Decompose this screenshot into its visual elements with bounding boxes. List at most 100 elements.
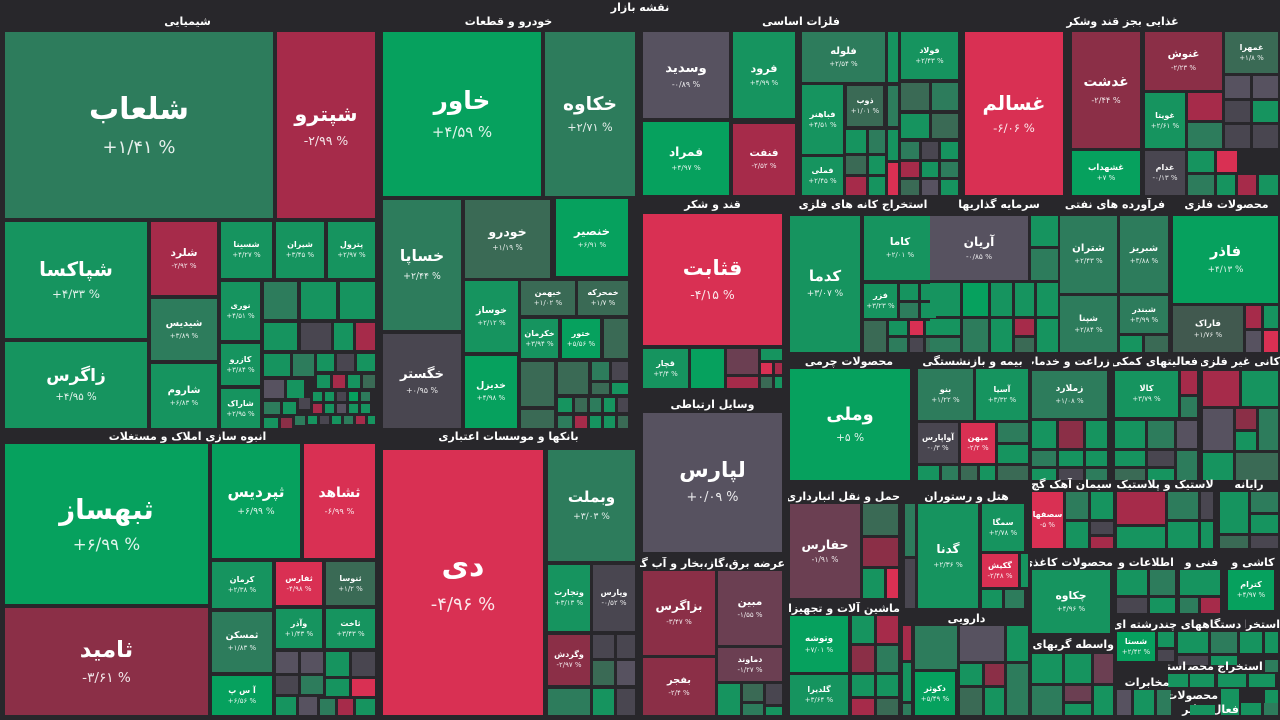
treemap-tile-small[interactable] <box>301 282 336 319</box>
treemap-tile-small[interactable] <box>900 284 918 300</box>
treemap-tile[interactable]: کدما +۳/۰۷ % <box>790 216 860 352</box>
treemap-tile-small[interactable] <box>1086 451 1107 466</box>
treemap-tile-small[interactable] <box>325 392 334 401</box>
treemap-tile[interactable]: وسدید -۰/۸۹ % <box>643 32 729 118</box>
treemap-tile[interactable]: شیدیس +۳/۸۹ % <box>151 299 217 360</box>
treemap-tile-small[interactable] <box>930 319 960 335</box>
treemap-tile-small[interactable] <box>1117 598 1147 613</box>
treemap-tile-small[interactable] <box>349 392 358 401</box>
treemap-tile-small[interactable] <box>1259 409 1278 450</box>
treemap-tile[interactable]: وبملت +۳/۰۳ % <box>548 450 635 561</box>
treemap-tile-small[interactable] <box>1059 451 1083 466</box>
treemap-tile-small[interactable] <box>352 652 375 676</box>
treemap-tile-small[interactable] <box>918 466 939 480</box>
treemap-tile-small[interactable] <box>320 416 329 424</box>
treemap-tile-small[interactable] <box>1188 93 1222 120</box>
treemap-tile-small[interactable] <box>1178 632 1208 653</box>
treemap-tile-small[interactable] <box>320 699 335 715</box>
treemap-tile-small[interactable] <box>593 689 614 715</box>
treemap-tile[interactable]: خاور +۴/۵۹ % <box>383 32 541 196</box>
treemap-tile-small[interactable] <box>334 323 353 350</box>
treemap-tile-small[interactable] <box>617 689 635 715</box>
treemap-tile[interactable]: خکرمان +۳/۹۴ % <box>521 319 558 358</box>
treemap-tile-small[interactable] <box>761 377 772 388</box>
treemap-tile-small[interactable] <box>877 699 898 715</box>
treemap-tile[interactable]: دی -۴/۹۶ % <box>383 450 543 715</box>
treemap-tile-small[interactable] <box>1031 216 1058 246</box>
treemap-tile[interactable]: بفجر -۲/۴ % <box>643 658 715 715</box>
treemap-tile[interactable]: وگردش -۲/۹۷ % <box>548 635 590 685</box>
treemap-tile-small[interactable] <box>356 323 375 350</box>
treemap-tile[interactable]: خگستر +۰/۹۵ % <box>383 334 461 428</box>
treemap-tile[interactable]: غدشت -۲/۴۴ % <box>1072 32 1140 148</box>
treemap-tile-small[interactable] <box>1177 421 1197 448</box>
treemap-tile[interactable]: غمهرا +۱/۸ % <box>1225 32 1278 73</box>
treemap-tile-small[interactable] <box>932 114 958 138</box>
treemap-tile[interactable]: خبهمن +۱/۰۲ % <box>521 281 575 315</box>
treemap-tile-small[interactable] <box>1201 598 1220 613</box>
treemap-tile-small[interactable] <box>356 416 365 424</box>
treemap-tile-small[interactable] <box>1032 686 1062 715</box>
treemap-tile-small[interactable] <box>1145 336 1168 352</box>
treemap-tile-small[interactable] <box>991 283 1012 316</box>
treemap-tile[interactable]: شبریز +۳/۸۸ % <box>1120 216 1168 293</box>
treemap-tile-small[interactable] <box>618 398 628 412</box>
treemap-tile-small[interactable] <box>852 616 874 643</box>
treemap-tile-small[interactable] <box>1091 492 1113 519</box>
treemap-tile-small[interactable] <box>863 538 898 566</box>
treemap-tile-small[interactable] <box>1032 469 1056 480</box>
treemap-tile-small[interactable] <box>1021 554 1028 587</box>
treemap-tile-small[interactable] <box>888 86 898 126</box>
treemap-tile[interactable]: گکیش -۲/۴۸ % <box>982 554 1018 587</box>
treemap-tile-small[interactable] <box>1178 656 1208 665</box>
treemap-tile[interactable]: کرمان +۲/۳۸ % <box>212 562 272 608</box>
treemap-tile-small[interactable] <box>869 156 885 174</box>
treemap-tile-small[interactable] <box>922 142 938 159</box>
treemap-tile-small[interactable] <box>1134 690 1154 715</box>
treemap-tile-small[interactable] <box>1032 421 1056 448</box>
treemap-tile[interactable]: فملی +۲/۴۵ % <box>802 157 843 195</box>
treemap-tile[interactable]: قچار +۳/۴ % <box>643 349 688 388</box>
treemap-tile[interactable]: شتران +۲/۴۳ % <box>1060 216 1117 293</box>
treemap-tile[interactable]: زملارد +۱/۰۸ % <box>1032 371 1107 418</box>
treemap-tile-small[interactable] <box>612 362 628 380</box>
treemap-tile-small[interactable] <box>1241 703 1261 715</box>
treemap-tile[interactable]: فاذر +۴/۱۳ % <box>1173 216 1278 303</box>
treemap-tile-small[interactable] <box>1221 689 1239 715</box>
treemap-tile[interactable]: شسینا +۴/۲۷ % <box>221 222 272 278</box>
treemap-tile-small[interactable] <box>1211 656 1237 665</box>
treemap-tile-small[interactable] <box>775 363 782 374</box>
treemap-tile-small[interactable] <box>1032 451 1056 466</box>
treemap-tile-small[interactable] <box>1158 632 1174 647</box>
treemap-tile-small[interactable] <box>910 321 923 335</box>
treemap-tile-small[interactable] <box>1066 522 1088 548</box>
treemap-tile-small[interactable] <box>1148 469 1174 480</box>
treemap-tile-small[interactable] <box>264 354 290 376</box>
treemap-tile-small[interactable] <box>963 283 988 316</box>
treemap-tile[interactable]: خوساز +۲/۱۲ % <box>465 281 518 352</box>
treemap-tile-small[interactable] <box>1225 125 1250 148</box>
treemap-tile-small[interactable] <box>1168 492 1198 519</box>
treemap-tile-small[interactable] <box>301 323 331 350</box>
treemap-tile-small[interactable] <box>761 349 782 360</box>
treemap-tile-small[interactable] <box>963 319 988 352</box>
treemap-tile-small[interactable] <box>301 676 323 694</box>
treemap-tile-small[interactable] <box>1086 469 1107 480</box>
treemap-tile-small[interactable] <box>313 404 322 413</box>
treemap-tile-small[interactable] <box>1181 397 1197 417</box>
treemap-tile-small[interactable] <box>349 404 358 413</box>
treemap-tile-small[interactable] <box>299 697 317 715</box>
treemap-tile-small[interactable] <box>1240 632 1262 653</box>
treemap-tile-small[interactable] <box>727 349 758 374</box>
treemap-tile-small[interactable] <box>1086 421 1107 448</box>
treemap-tile-small[interactable] <box>1059 421 1083 448</box>
treemap-tile-small[interactable] <box>344 416 353 424</box>
treemap-tile[interactable]: دماوند -۱/۲۷ % <box>718 648 782 681</box>
treemap-tile-small[interactable] <box>887 569 898 598</box>
treemap-tile[interactable]: ثبهساز +۶/۹۹ % <box>5 444 208 604</box>
treemap-tile[interactable]: گلدیرا +۳/۶۴ % <box>790 675 848 715</box>
treemap-tile-small[interactable] <box>617 661 635 685</box>
treemap-tile-small[interactable] <box>1253 125 1278 148</box>
treemap-tile[interactable]: شپترو -۲/۹۹ % <box>277 32 375 218</box>
treemap-tile[interactable]: خساپا +۲/۴۴ % <box>383 200 461 330</box>
